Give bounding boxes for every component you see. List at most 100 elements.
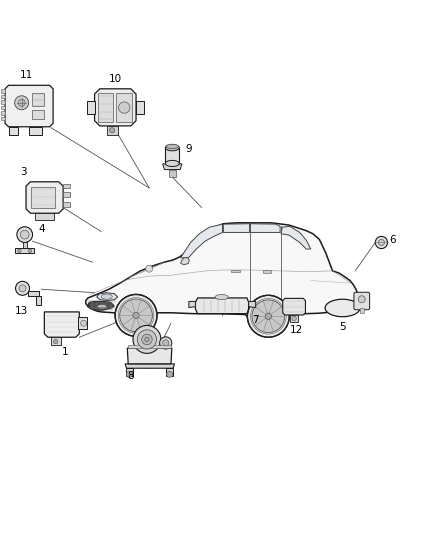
Circle shape [119,102,130,113]
Polygon shape [44,312,79,337]
Text: 9: 9 [185,144,192,155]
Circle shape [20,230,29,239]
Polygon shape [1,95,5,98]
Polygon shape [1,106,5,109]
Circle shape [14,96,28,110]
Polygon shape [35,213,54,220]
Polygon shape [32,93,44,106]
Circle shape [81,320,87,326]
Polygon shape [136,101,144,114]
Polygon shape [1,117,5,120]
Circle shape [120,299,152,332]
Polygon shape [283,298,305,315]
Polygon shape [107,126,118,135]
Circle shape [115,294,157,336]
Polygon shape [263,270,272,272]
Circle shape [292,316,296,321]
Polygon shape [95,89,136,126]
Polygon shape [127,368,133,376]
Ellipse shape [166,144,178,149]
Circle shape [166,372,173,377]
Circle shape [265,313,272,319]
Circle shape [358,296,365,303]
Polygon shape [51,337,60,345]
Ellipse shape [165,160,179,166]
Polygon shape [128,345,171,348]
Text: 3: 3 [21,167,27,177]
Polygon shape [32,110,44,119]
Polygon shape [9,127,18,135]
Text: 11: 11 [20,70,34,80]
Text: 4: 4 [39,224,45,235]
Polygon shape [166,368,173,376]
FancyBboxPatch shape [354,292,370,310]
Polygon shape [180,258,189,265]
Text: 12: 12 [290,325,303,335]
Text: 10: 10 [109,74,122,84]
Polygon shape [87,101,95,114]
Text: 1: 1 [62,347,69,357]
Polygon shape [15,248,34,253]
Polygon shape [86,223,358,322]
Polygon shape [26,182,63,213]
Circle shape [146,265,152,272]
Polygon shape [165,148,179,164]
Circle shape [375,236,388,248]
Polygon shape [31,187,55,208]
Polygon shape [29,127,42,135]
Polygon shape [78,317,87,329]
Polygon shape [249,302,256,308]
Circle shape [162,340,169,346]
Polygon shape [98,93,113,122]
Circle shape [159,337,172,349]
Circle shape [19,285,26,292]
Polygon shape [1,100,5,104]
Ellipse shape [325,299,360,317]
Polygon shape [28,291,39,296]
Polygon shape [223,224,250,232]
Ellipse shape [215,294,228,300]
Polygon shape [360,308,364,313]
Polygon shape [63,183,70,188]
Ellipse shape [165,144,179,151]
Polygon shape [125,364,174,368]
Polygon shape [117,93,132,122]
Circle shape [53,340,58,344]
Polygon shape [35,296,41,305]
Circle shape [17,227,32,243]
Polygon shape [231,270,240,272]
Circle shape [28,249,32,253]
Polygon shape [180,224,223,258]
Polygon shape [189,302,195,308]
Circle shape [18,249,21,253]
Circle shape [133,312,139,319]
Polygon shape [1,111,5,115]
Polygon shape [290,315,298,321]
Text: 8: 8 [127,370,134,381]
Polygon shape [127,348,172,364]
Circle shape [127,372,133,377]
Circle shape [145,337,149,342]
Text: 13: 13 [15,306,28,316]
Circle shape [247,295,289,337]
Text: 6: 6 [389,235,396,245]
Circle shape [138,330,156,349]
Circle shape [142,334,152,345]
Polygon shape [22,243,27,249]
Polygon shape [63,203,70,207]
Polygon shape [5,85,53,127]
Circle shape [15,281,29,295]
Polygon shape [1,89,5,93]
Ellipse shape [101,294,112,299]
Polygon shape [88,302,114,310]
Polygon shape [195,298,249,313]
Polygon shape [63,192,70,197]
Polygon shape [169,169,176,177]
Text: 7: 7 [252,316,259,326]
Polygon shape [281,227,311,249]
Polygon shape [97,293,118,301]
Text: 5: 5 [339,322,346,332]
Ellipse shape [97,304,107,309]
Circle shape [378,239,385,246]
Polygon shape [251,224,280,232]
